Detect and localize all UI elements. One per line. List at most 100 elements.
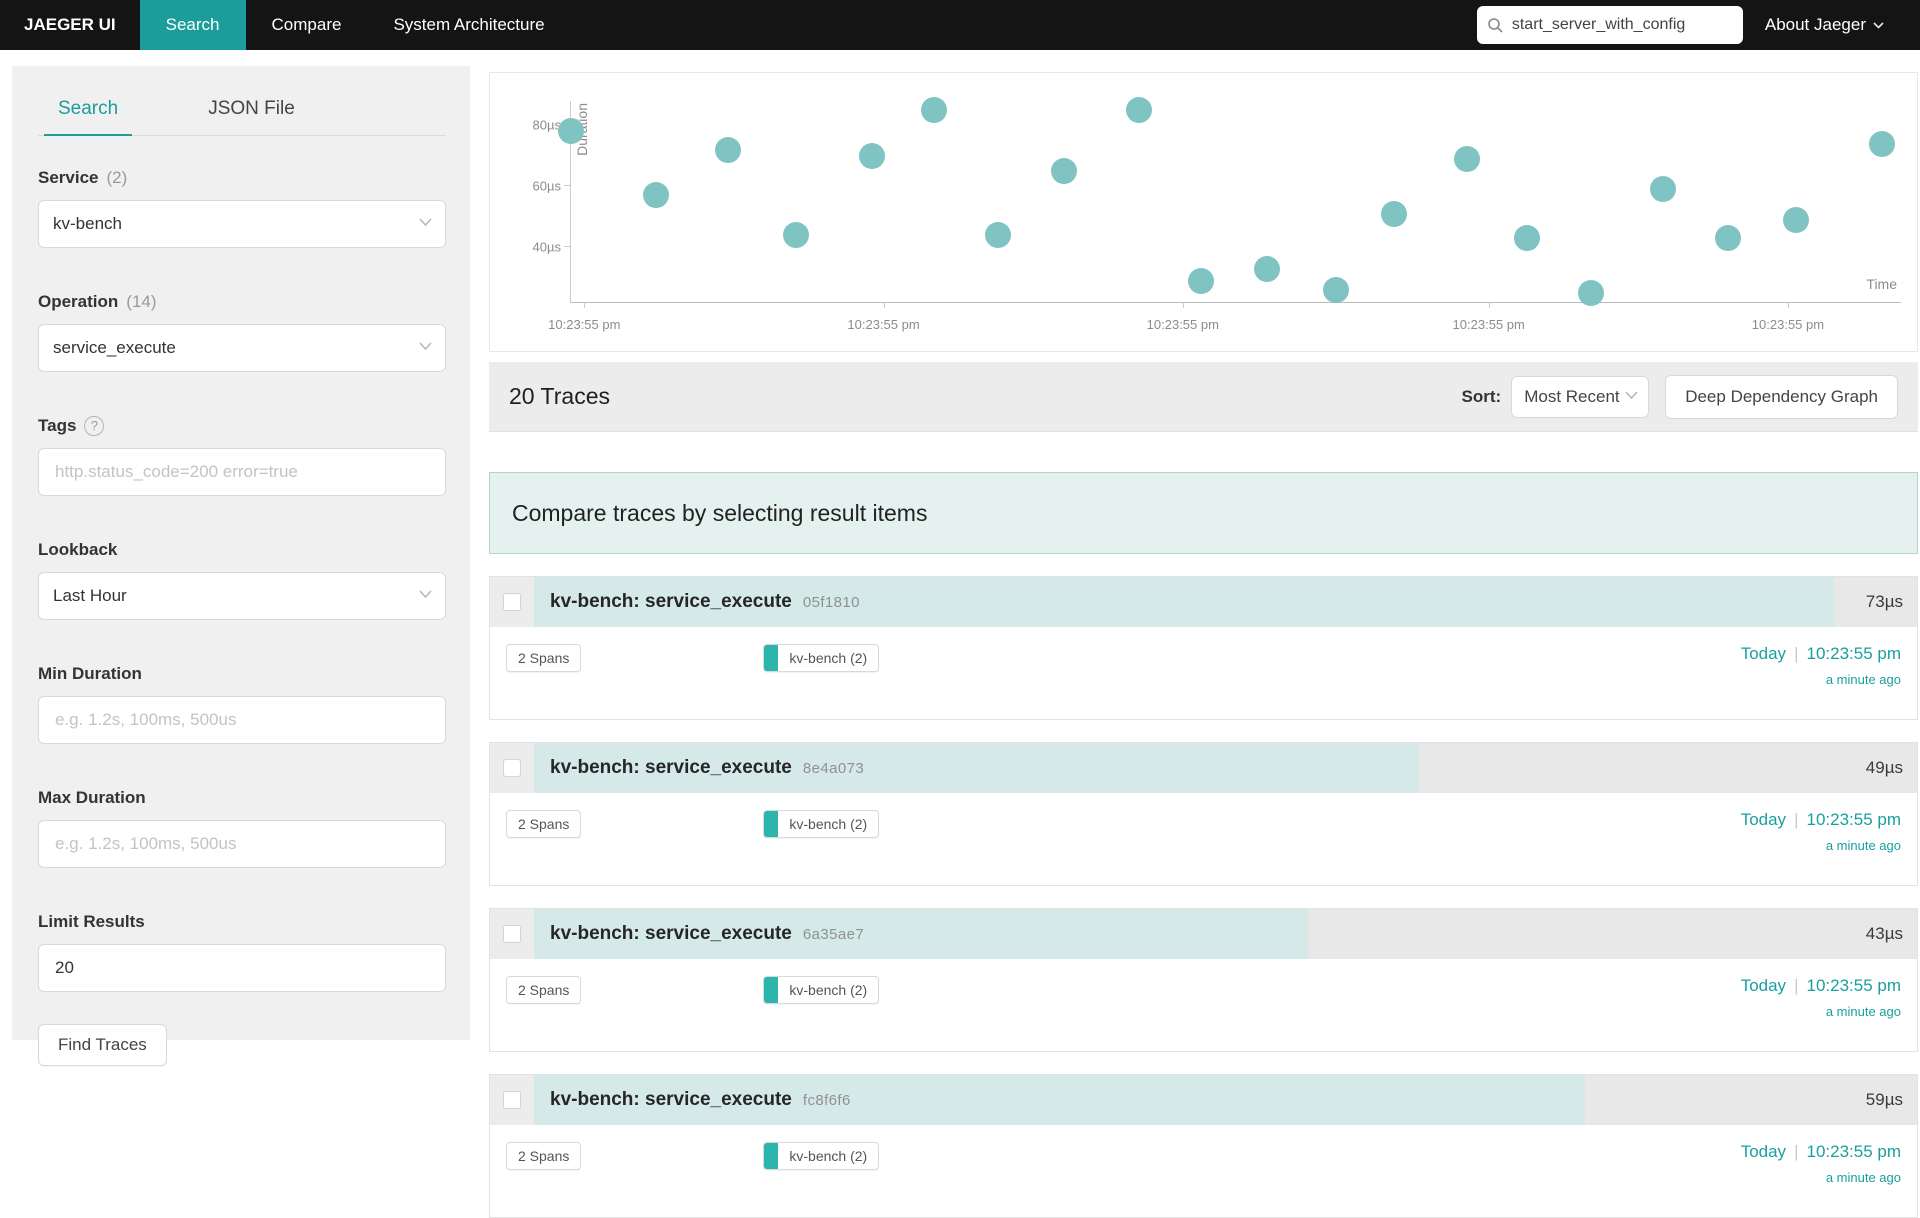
operation-select[interactable]: service_execute [38,324,446,372]
span-count-badge: 2 Spans [506,976,582,1004]
trace-badges: 2 Spans kv-bench (2) [506,976,880,1051]
app-brand[interactable]: JAEGER UI [24,15,116,34]
trace-select-checkbox[interactable] [503,925,521,943]
service-color-swatch [764,811,779,837]
trace-duration: 59µs [1865,1090,1903,1109]
search-sidebar: Search JSON File Service (2) kv-bench Op… [12,66,470,1066]
x-axis-label: Time [1866,276,1897,292]
tags-label: Tags ? [38,416,446,436]
trace-badges: 2 Spans kv-bench (2) [506,1142,880,1217]
limit-results-input[interactable] [53,957,431,979]
checkbox-cell [490,743,534,793]
x-tick-mark [1488,302,1490,308]
trace-title: kv-bench: service_execute [550,923,792,944]
scatter-point[interactable] [558,118,584,145]
trace-when: Today | 10:23:55 pm a minute ago [1741,976,1901,1051]
lookback-select[interactable]: Last Hour [38,572,446,620]
trace-body: 2 Spans kv-bench (2) Today | 10:23:55 pm a… [490,627,1917,719]
scatter-point[interactable] [782,222,809,249]
trace-duration: 73µs [1865,592,1903,611]
trace-id: fc8f6f6 [802,1091,851,1109]
sort-select[interactable]: Most Recent [1511,375,1650,418]
trace-select-checkbox[interactable] [503,1091,521,1109]
trace-header-content: kv-bench: service_execute 05f1810 73µs [534,577,1917,627]
min-duration-input[interactable] [53,709,431,731]
trace-time: 10:23:55 pm [1806,644,1901,663]
checkbox-cell [490,577,534,627]
trace-header-link[interactable]: kv-bench: service_execute 05f1810 73µs [490,577,1917,627]
x-tick-label: 10:23:55 pm [1751,317,1825,332]
limit-results-group: Limit Results [38,912,446,992]
scatter-point[interactable] [1454,145,1481,172]
trace-duration-bar-area: kv-bench: service_execute 6a35ae7 43µs [534,909,1917,959]
scatter-point[interactable] [858,142,885,169]
service-color-swatch [764,1143,779,1169]
trace-header-link[interactable]: kv-bench: service_execute fc8f6f6 59µs [490,1075,1917,1125]
trace-time: 10:23:55 pm [1806,810,1901,829]
max-duration-label: Max Duration [38,788,146,807]
search-icon [1488,18,1503,33]
find-traces-button[interactable]: Find Traces [38,1024,167,1066]
max-duration-input[interactable] [53,833,431,855]
trace-body: 2 Spans kv-bench (2) Today | 10:23:55 pm a… [490,1125,1917,1217]
y-tick-label: 80µs [532,117,561,133]
scatter-point[interactable] [643,182,670,209]
trace-badges: 2 Spans kv-bench (2) [506,644,880,719]
trace-select-checkbox[interactable] [503,759,521,777]
service-color-swatch [764,977,779,1003]
tab-json-file[interactable]: JSON File [208,98,295,119]
scatter-point[interactable] [1782,206,1809,233]
scatter-point[interactable] [1125,97,1152,124]
x-tick-label: 10:23:55 pm [1146,317,1219,332]
scatter-point[interactable] [1578,279,1605,306]
nav-tab-search[interactable]: Search [139,0,246,50]
y-tick-label: 60µs [532,178,561,194]
trace-relative-time: a minute ago [1825,1004,1901,1019]
service-color-swatch [764,645,779,671]
about-jaeger-menu[interactable]: About Jaeger [1765,0,1884,50]
scatter-point[interactable] [1322,276,1349,303]
trace-lookup-input[interactable] [1509,15,1733,35]
trace-duration-bar-area: kv-bench: service_execute fc8f6f6 59µs [534,1075,1917,1125]
trace-header-link[interactable]: kv-bench: service_execute 8e4a073 49µs [490,743,1917,793]
scatter-point[interactable] [1869,130,1896,157]
scatter-point[interactable] [921,97,948,124]
service-select[interactable]: kv-bench [38,200,446,248]
scatter-point[interactable] [1051,158,1078,185]
trace-select-checkbox[interactable] [503,593,521,611]
nav-tab-system-architecture[interactable]: System Architecture [393,15,545,34]
scatter-point[interactable] [984,222,1011,249]
scatter-point[interactable] [714,136,741,163]
trace-date: Today [1740,644,1787,663]
trace-duration: 43µs [1865,924,1903,943]
limit-results-label: Limit Results [38,912,145,931]
trace-time: 10:23:55 pm [1806,976,1901,995]
operation-value: service_execute [53,338,176,357]
scatter-point[interactable] [1514,225,1541,252]
service-label: Service (2) [38,168,128,187]
checkbox-cell [490,1075,534,1125]
trace-relative-time: a minute ago [1825,672,1901,687]
date-time-divider: | [1794,810,1799,829]
x-tick-label: 10:23:55 pm [548,317,621,332]
deep-dependency-graph-button[interactable]: Deep Dependency Graph [1665,374,1898,419]
trace-duration: 49µs [1865,758,1903,777]
x-tick-label: 10:23:55 pm [847,317,920,332]
scatter-point[interactable] [1188,267,1215,294]
trace-id: 05f1810 [802,593,860,611]
scatter-point[interactable] [1649,176,1676,203]
scatter-point[interactable] [1715,225,1742,252]
span-count-badge: 2 Spans [506,644,582,672]
trace-lookup-box[interactable] [1476,6,1743,44]
scatter-point[interactable] [1381,200,1408,227]
trace-header-content: kv-bench: service_execute fc8f6f6 59µs [534,1075,1917,1125]
tab-search[interactable]: Search [44,92,133,136]
trace-header-link[interactable]: kv-bench: service_execute 6a35ae7 43µs [490,909,1917,959]
nav-tab-compare[interactable]: Compare [271,15,342,34]
date-time-divider: | [1794,976,1799,995]
help-icon[interactable]: ? [84,416,105,436]
tags-input[interactable] [53,461,431,483]
scatter-point[interactable] [1253,255,1280,282]
